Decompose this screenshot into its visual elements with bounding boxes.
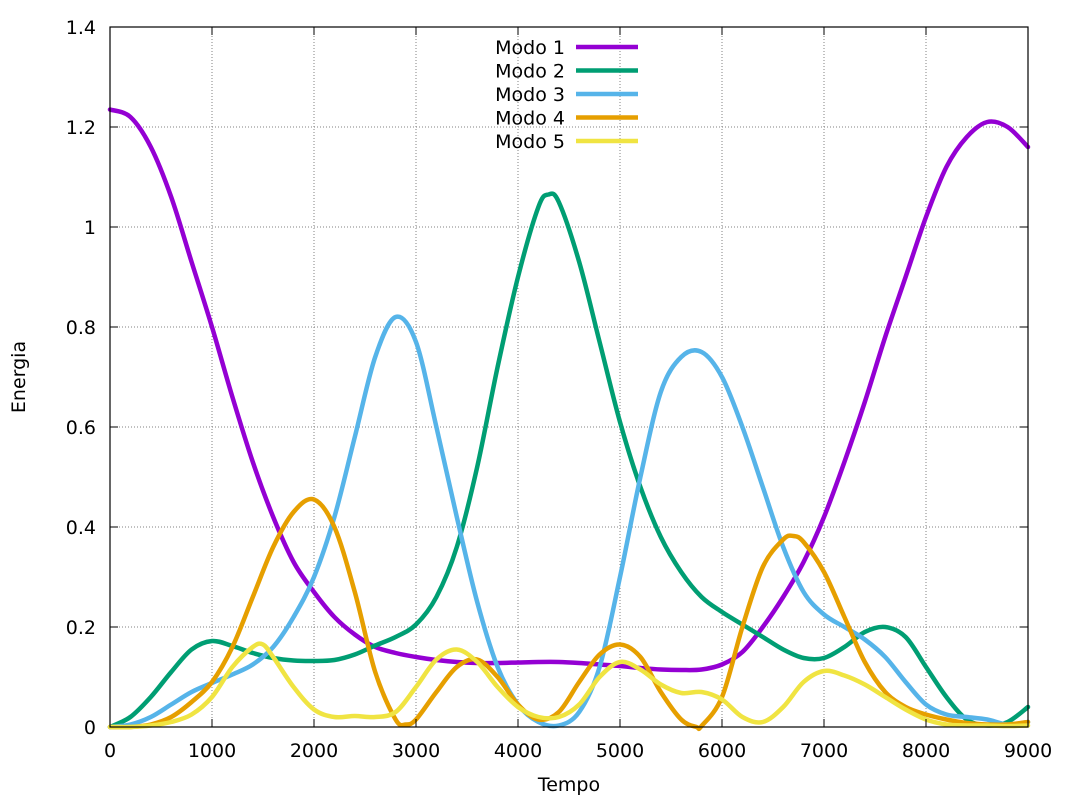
legend-label-modo-5: Modo 5 xyxy=(495,131,565,153)
grid xyxy=(110,27,1028,727)
series-line-modo-3 xyxy=(107,314,1031,730)
x-tick-label: 0 xyxy=(104,740,116,762)
y-tick-label: 0.8 xyxy=(66,317,96,339)
x-tick-label: 3000 xyxy=(392,740,440,762)
y-tick-label: 1.2 xyxy=(66,117,96,139)
series-line-modo-4 xyxy=(107,496,1031,732)
legend-label-modo-2: Modo 2 xyxy=(495,61,565,83)
legend-label-modo-4: Modo 4 xyxy=(495,108,565,130)
y-tick-label: 1.4 xyxy=(66,17,96,39)
plot-frame xyxy=(109,26,1029,728)
x-tick-label: 8000 xyxy=(902,740,950,762)
x-tick-labels: 0 1000 2000 3000 4000 5000 6000 7000 8000 9000 xyxy=(104,740,1052,762)
y-tick-label: 0 xyxy=(84,717,96,739)
y-tick-label: 0.2 xyxy=(66,617,96,639)
x-tick-label: 1000 xyxy=(188,740,236,762)
y-tick-label: 0.4 xyxy=(66,517,96,539)
series-line-modo-2 xyxy=(107,191,1031,730)
y-axis-title: Energia xyxy=(8,341,30,413)
x-tick-label: 2000 xyxy=(290,740,338,762)
y-tick-label: 0.6 xyxy=(66,417,96,439)
x-tick-label: 9000 xyxy=(1004,740,1052,762)
axis-ticks xyxy=(109,26,1029,728)
series-line-modo-5 xyxy=(107,641,1031,730)
legend-label-modo-3: Modo 3 xyxy=(495,84,565,106)
x-tick-label: 4000 xyxy=(494,740,542,762)
x-tick-label: 5000 xyxy=(596,740,644,762)
x-tick-label: 7000 xyxy=(800,740,848,762)
y-tick-labels: 0 0.2 0.4 0.6 0.8 1 1.2 1.4 xyxy=(66,17,96,739)
y-tick-label: 1 xyxy=(84,217,96,239)
legend-label-modo-1: Modo 1 xyxy=(495,37,565,59)
x-axis-title: Tempo xyxy=(537,774,600,796)
series-lines xyxy=(107,107,1031,732)
x-tick-label: 6000 xyxy=(698,740,746,762)
series-line-modo-1 xyxy=(107,107,1031,673)
